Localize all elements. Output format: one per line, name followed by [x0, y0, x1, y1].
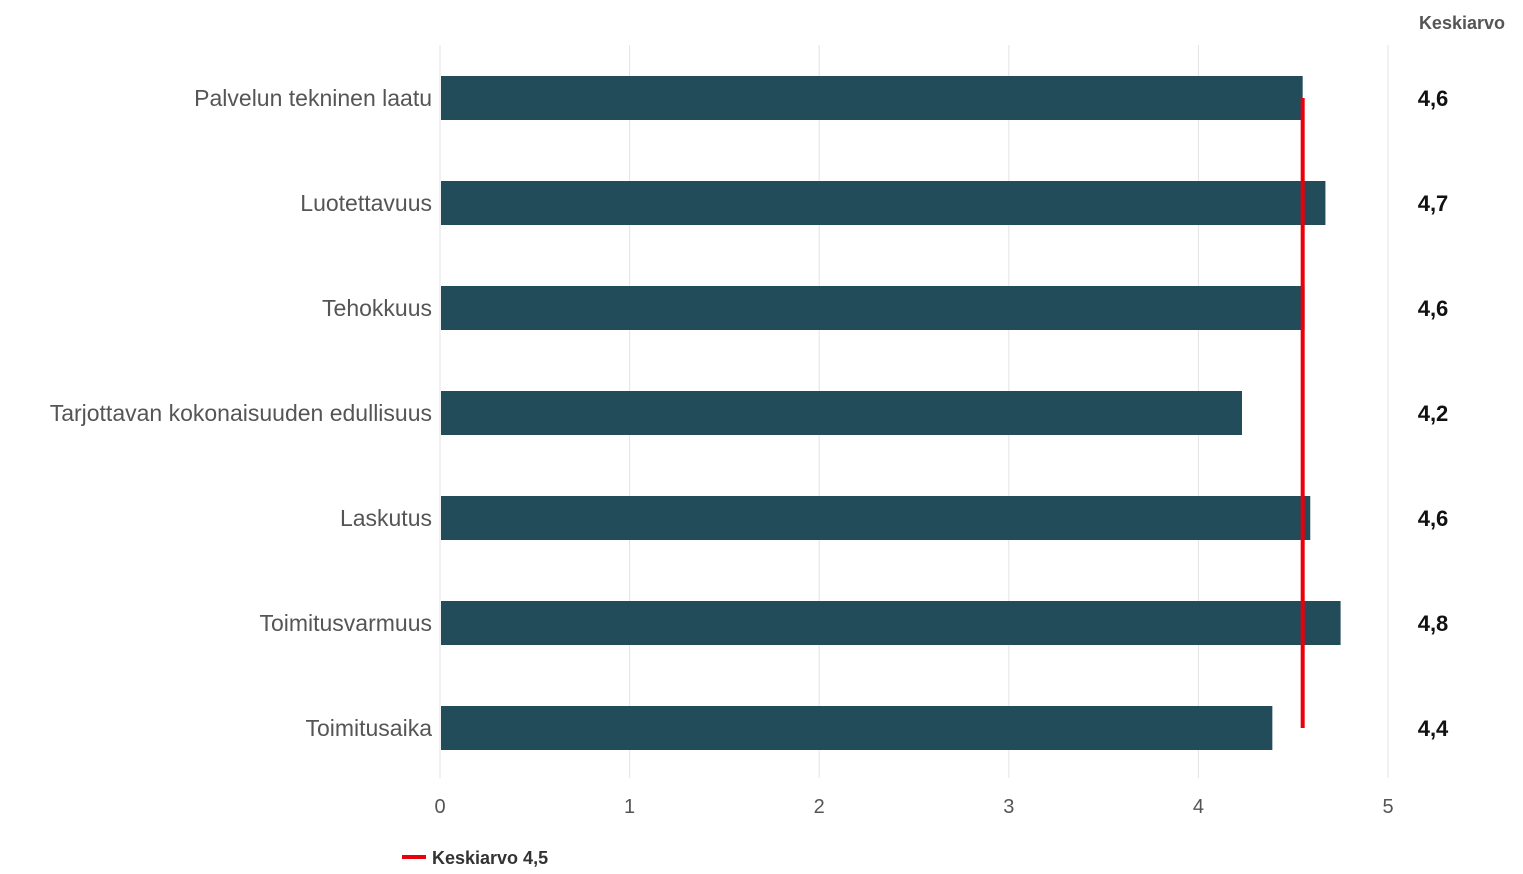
bar — [441, 601, 1341, 645]
x-tick-label: 5 — [1382, 796, 1393, 818]
category-label: Luotettavuus — [300, 190, 432, 216]
category-labels: Palvelun tekninen laatu Luotettavuus Tehok… — [50, 85, 433, 741]
x-tick-labels: 0 1 2 3 4 5 — [434, 796, 1393, 818]
x-tick-label: 4 — [1193, 796, 1204, 818]
bar — [441, 76, 1303, 120]
category-label: Tarjottavan kokonaisuuden edullisuus — [50, 400, 432, 426]
value-column-header: Keskiarvo — [1419, 13, 1505, 33]
category-label: Toimitusaika — [305, 715, 432, 741]
bar — [441, 496, 1311, 540]
category-label: Palvelun tekninen laatu — [194, 85, 432, 111]
x-tick-label: 3 — [1003, 796, 1014, 818]
value-label: 4,6 — [1418, 506, 1449, 531]
value-label: 4,2 — [1418, 401, 1449, 426]
category-label: Tehokkuus — [322, 295, 432, 321]
bar — [441, 391, 1243, 435]
x-tick-label: 1 — [624, 796, 635, 818]
x-tick-label: 0 — [434, 796, 445, 818]
category-label: Laskutus — [340, 505, 432, 531]
value-label: 4,8 — [1418, 611, 1449, 636]
value-label: 4,6 — [1418, 296, 1449, 321]
x-tick-label: 2 — [814, 796, 825, 818]
bar — [441, 181, 1326, 225]
legend: Keskiarvo 4,5 — [402, 848, 548, 868]
value-label: 4,4 — [1418, 716, 1449, 741]
value-labels: 4,6 4,7 4,6 4,2 4,6 4,8 4,4 — [1418, 86, 1449, 741]
bars — [441, 76, 1341, 750]
bar — [441, 706, 1273, 750]
value-label: 4,7 — [1418, 191, 1449, 216]
bar — [441, 286, 1305, 330]
legend-label: Keskiarvo 4,5 — [432, 848, 548, 868]
value-label: 4,6 — [1418, 86, 1449, 111]
category-label: Toimitusvarmuus — [259, 610, 432, 636]
